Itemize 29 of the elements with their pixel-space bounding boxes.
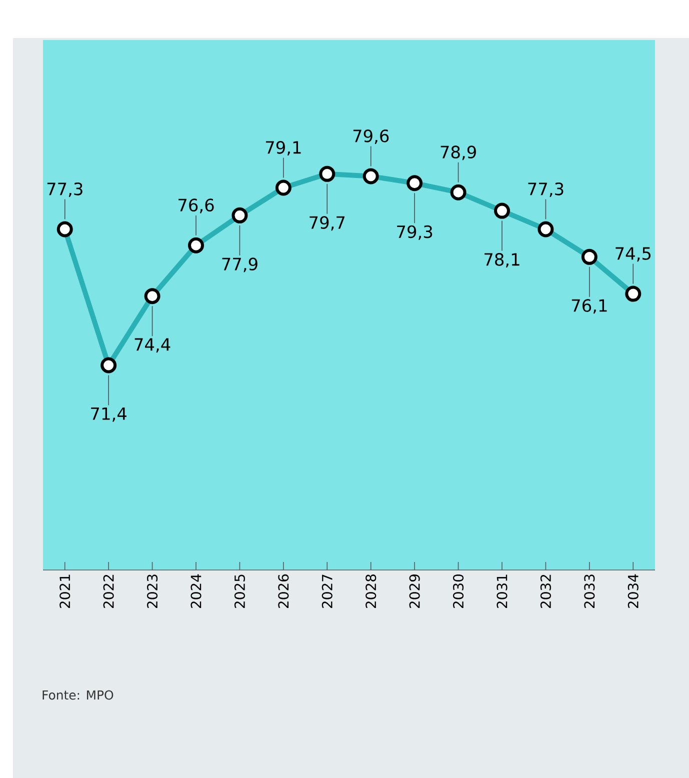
x-tick-label: 2022 — [103, 574, 114, 608]
data-label: 79,6 — [353, 129, 389, 144]
data-label: 71,4 — [91, 407, 126, 422]
data-label: 79,1 — [266, 141, 301, 156]
x-tick-label: 2029 — [409, 574, 420, 608]
source-note: Fonte: MPO — [42, 690, 114, 700]
data-label: 79,3 — [397, 225, 432, 240]
data-label: 76,1 — [572, 299, 607, 314]
x-tick-label: 2032 — [540, 574, 551, 608]
x-tick-label: 2033 — [584, 574, 595, 608]
x-tick-label: 2026 — [278, 574, 289, 608]
x-tick-label: 2027 — [322, 574, 332, 608]
data-label: 77,3 — [528, 182, 564, 198]
data-label: 77,9 — [222, 258, 258, 272]
x-tick-label: 2030 — [453, 574, 464, 608]
data-label: 76,6 — [178, 198, 214, 214]
x-tick-label: 2025 — [234, 574, 245, 608]
x-tick-label: 2031 — [496, 574, 508, 608]
data-label: 79,7 — [310, 216, 345, 231]
x-tick-label: 2034 — [628, 574, 638, 608]
data-label: 74,5 — [616, 247, 651, 262]
data-label: 78,1 — [484, 253, 520, 268]
data-label: 78,9 — [440, 146, 476, 160]
x-tick-label: 2021 — [60, 574, 70, 608]
data-label: 77,3 — [47, 182, 82, 198]
data-label: 74,4 — [134, 338, 170, 353]
x-tick-label: 2024 — [190, 574, 202, 608]
x-tick-label: 2028 — [366, 574, 376, 608]
x-tick-label: 2023 — [147, 574, 158, 608]
